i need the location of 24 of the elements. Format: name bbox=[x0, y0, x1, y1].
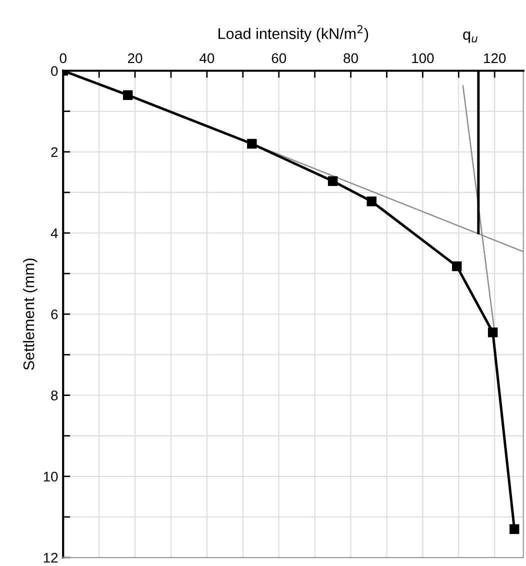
point bbox=[328, 176, 338, 186]
annotation: q$_{u}$ bbox=[463, 32, 478, 43]
point bbox=[366, 196, 376, 206]
x-tick-label: 0 bbox=[60, 53, 66, 64]
y-tick-label: 8 bbox=[51, 390, 58, 400]
x-tick-label: 20 bbox=[128, 53, 142, 64]
point bbox=[510, 524, 520, 534]
point bbox=[247, 138, 257, 149]
x-axis-title: Load intensity (kN/m$^{2}$) bbox=[218, 25, 368, 42]
x-tick-label: 80 bbox=[344, 53, 358, 64]
point bbox=[122, 90, 133, 100]
y-tick-label: 6 bbox=[51, 309, 58, 320]
y-axis-title: Settlement (mm) bbox=[23, 258, 38, 370]
y-tick-label: 4 bbox=[50, 228, 58, 238]
point bbox=[452, 261, 462, 272]
y-tick-label: 10 bbox=[44, 472, 58, 482]
y-tick-label: 0 bbox=[51, 66, 58, 76]
x-tick-label: 40 bbox=[200, 53, 214, 64]
x-tick-label: 100 bbox=[412, 53, 434, 64]
x-tick-label: 60 bbox=[272, 53, 286, 64]
point bbox=[488, 328, 498, 338]
y-tick-label: 12 bbox=[44, 552, 58, 563]
x-tick-label: 120 bbox=[484, 53, 506, 64]
y-tick-label: 2 bbox=[51, 147, 58, 157]
